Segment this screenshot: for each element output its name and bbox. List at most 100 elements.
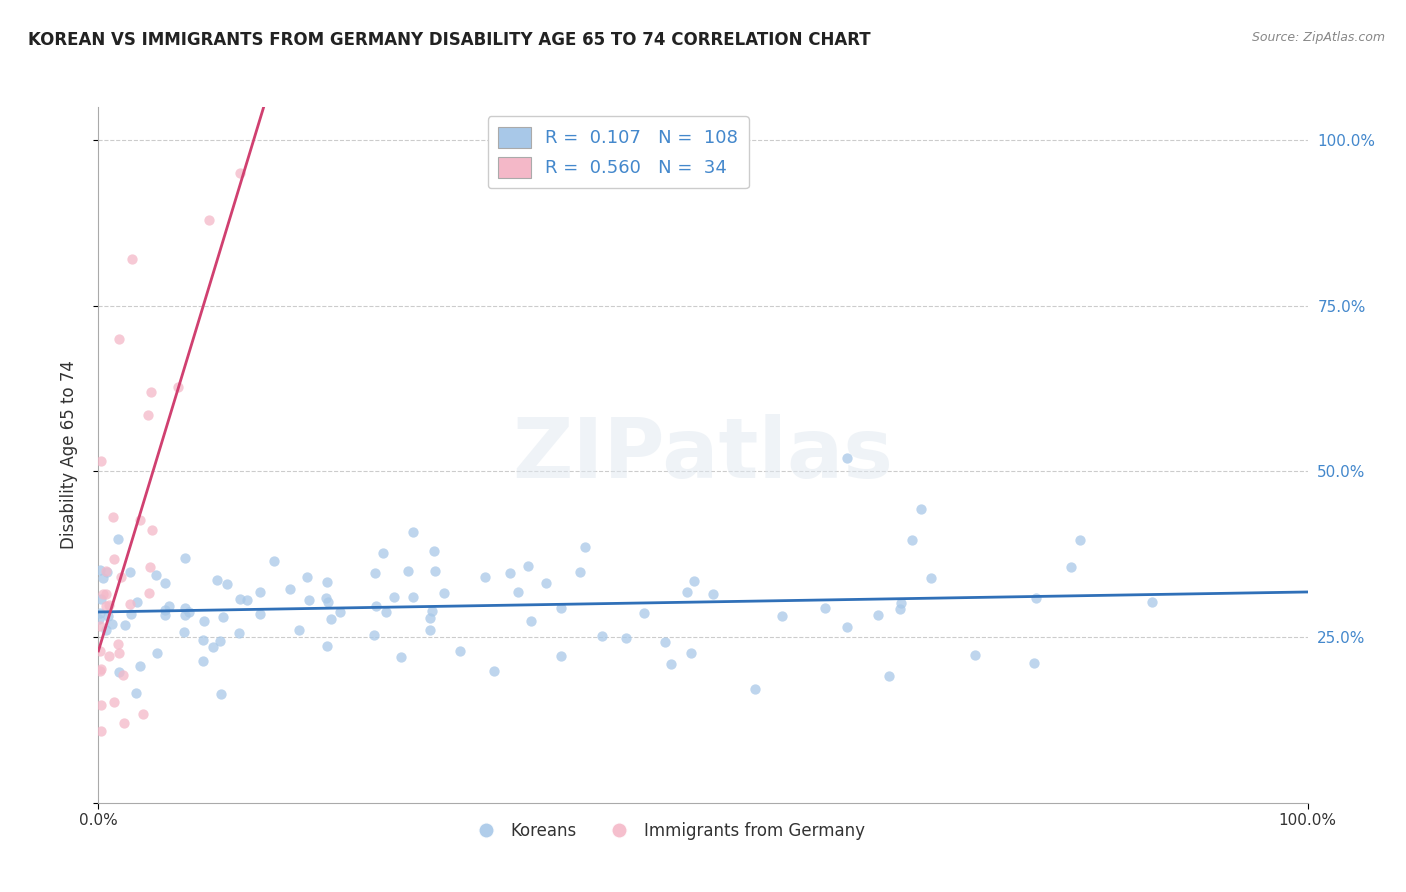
Point: [498, 566, 520, 580]
Point: [120, 607, 142, 621]
Point: [422, 544, 444, 558]
Point: [138, 585, 160, 599]
Point: [141, 523, 163, 537]
Point: [112, 716, 135, 731]
Point: [654, 634, 676, 648]
Point: [423, 564, 446, 578]
Point: [89, 644, 111, 658]
Point: [569, 566, 592, 580]
Point: [890, 596, 912, 610]
Point: [770, 609, 793, 624]
Point: [201, 640, 224, 654]
Point: [433, 586, 456, 600]
Point: [125, 686, 148, 700]
Text: ZIPatlas: ZIPatlas: [513, 415, 893, 495]
Point: [94, 623, 117, 637]
Point: [920, 571, 942, 585]
Point: [1069, 533, 1091, 547]
Point: [173, 625, 195, 640]
Point: [744, 681, 766, 696]
Point: [508, 585, 530, 599]
Point: [316, 594, 339, 608]
Point: [191, 632, 214, 647]
Point: [136, 408, 159, 422]
Point: [278, 582, 301, 596]
Point: [89, 563, 111, 577]
Point: [174, 607, 197, 622]
Point: [316, 574, 339, 589]
Point: [517, 558, 540, 573]
Point: [138, 559, 160, 574]
Point: [174, 600, 197, 615]
Point: [90, 723, 112, 738]
Point: [401, 590, 423, 604]
Point: [249, 584, 271, 599]
Point: [107, 532, 129, 546]
Point: [676, 585, 699, 599]
Point: [319, 612, 342, 626]
Point: [263, 554, 285, 568]
Point: [868, 607, 890, 622]
Point: [108, 665, 131, 679]
Point: [215, 577, 238, 591]
Point: [591, 629, 613, 643]
Point: [835, 451, 858, 466]
Point: [209, 688, 232, 702]
Point: [90, 592, 112, 607]
Point: [228, 166, 250, 180]
Point: [363, 628, 385, 642]
Point: [295, 570, 318, 584]
Point: [96, 565, 118, 579]
Point: [371, 546, 394, 560]
Point: [89, 618, 111, 632]
Point: [814, 601, 837, 615]
Point: [877, 669, 900, 683]
Point: [474, 570, 496, 584]
Point: [94, 587, 117, 601]
Point: [118, 566, 141, 580]
Point: [118, 597, 141, 611]
Point: [364, 599, 387, 614]
Point: [702, 587, 724, 601]
Point: [396, 565, 419, 579]
Point: [1140, 595, 1163, 609]
Point: [249, 607, 271, 621]
Point: [90, 453, 112, 467]
Point: [550, 600, 572, 615]
Point: [110, 570, 132, 584]
Point: [114, 617, 136, 632]
Point: [419, 623, 441, 637]
Text: Source: ZipAtlas.com: Source: ZipAtlas.com: [1251, 31, 1385, 45]
Point: [889, 602, 911, 616]
Point: [153, 576, 176, 591]
Point: [1022, 656, 1045, 670]
Point: [87, 612, 110, 626]
Point: [177, 605, 200, 619]
Point: [1060, 560, 1083, 574]
Point: [633, 606, 655, 620]
Point: [236, 593, 259, 607]
Point: [132, 706, 155, 721]
Point: [382, 591, 405, 605]
Point: [89, 664, 111, 678]
Point: [1025, 591, 1047, 606]
Point: [157, 599, 180, 614]
Point: [298, 593, 321, 607]
Point: [229, 591, 252, 606]
Point: [963, 648, 986, 663]
Point: [97, 648, 120, 663]
Point: [89, 606, 111, 620]
Point: [900, 533, 922, 547]
Point: [207, 574, 229, 588]
Point: [536, 576, 558, 591]
Point: [389, 650, 412, 665]
Point: [145, 568, 167, 582]
Point: [167, 380, 190, 394]
Point: [614, 632, 637, 646]
Point: [145, 646, 167, 660]
Point: [94, 564, 117, 578]
Point: [121, 252, 143, 267]
Point: [910, 502, 932, 516]
Point: [91, 587, 114, 601]
Point: [329, 605, 352, 619]
